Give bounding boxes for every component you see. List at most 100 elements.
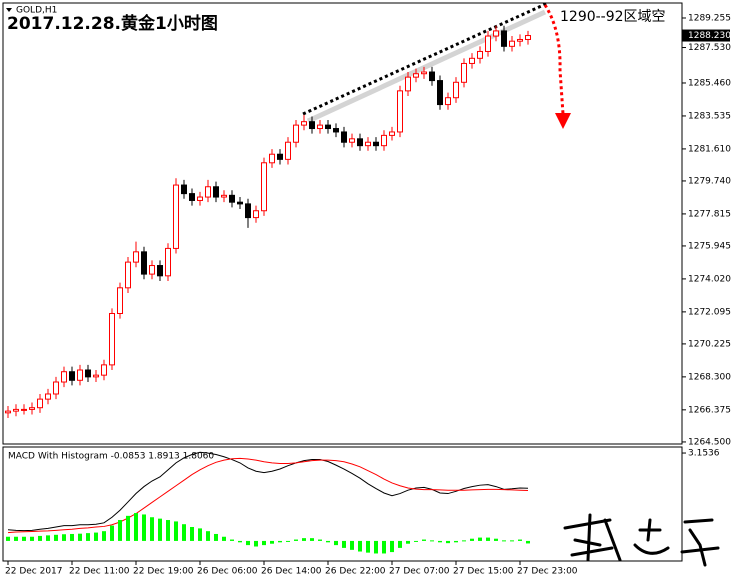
histogram-bar [94,532,98,541]
x-tick-label: 27 Dec 07:00 [389,567,450,577]
symbol-menu-arrow[interactable] [6,8,12,12]
macd-line [7,451,529,532]
y-tick-label: 1268.300 [688,372,731,382]
histogram-bar [38,535,42,541]
histogram-bar [374,540,378,554]
candle-body [141,251,147,275]
x-tick-label: 22 Dec 2017 [5,567,63,577]
candle-body [317,124,323,130]
candle-body [261,162,267,212]
y-tick-label: 1274.020 [688,274,731,284]
candle-body [373,141,379,147]
y-tick-label: 1289.255 [688,13,731,23]
histogram-bar [6,536,10,541]
histogram-bar [254,540,258,547]
macd-line [7,457,529,534]
candle-body [157,265,163,277]
histogram-bar [230,539,234,541]
candle-body [397,90,403,133]
histogram-bar [174,521,178,541]
candle-body [485,35,491,52]
candle-body [389,131,395,136]
y-tick-label: 1275.945 [688,241,731,251]
histogram-bar [302,538,306,541]
candle-body [325,124,331,130]
histogram-bar [62,534,66,541]
candle-body [229,194,235,203]
histogram-bar [454,540,458,543]
histogram-bar [342,540,346,548]
candle-body [13,408,19,412]
candle-body [101,364,107,376]
histogram-bar [390,540,394,553]
x-tick-label: 22 Dec 19:00 [133,567,194,577]
x-tick-label: 27 Dec 23:00 [517,567,578,577]
histogram-bar [54,534,58,541]
candle-body [53,381,59,395]
histogram-bar [470,538,474,541]
histogram-bar [70,533,74,541]
y-tick-label: 1264.500 [688,437,731,447]
candle-body [197,196,203,201]
candle-body [477,50,483,59]
histogram-bar [286,540,290,542]
histogram-bar [278,540,282,543]
histogram-bar [86,533,90,541]
histogram-bar [246,540,250,546]
histogram-bar [326,540,330,543]
x-tick-label: 26 Dec 22:00 [325,567,386,577]
histogram-bar [166,520,170,541]
histogram-bar [310,538,314,541]
histogram-bar [510,540,514,542]
candle-body [381,134,387,147]
candle-body [61,371,67,383]
histogram-bar [430,540,434,542]
candle-body [493,30,499,37]
trendline-shadow [306,9,547,124]
candle-body [293,124,299,143]
candle-body [461,62,467,83]
histogram-bar [486,537,490,541]
y-tick-label: 1272.095 [688,307,731,317]
histogram-bar [30,536,34,541]
candle-body [125,261,131,289]
histogram-bar [422,539,426,541]
candle-body [285,141,291,160]
histogram-bar [270,540,274,544]
candle-body [69,371,75,381]
candle-body [501,30,507,47]
histogram-bar [526,540,530,544]
candle-body [213,186,219,198]
candle-body [253,210,259,219]
candle-body [237,201,243,205]
symbol-label: GOLD,H1 [16,6,57,16]
arrow-head [555,113,571,129]
histogram-bar [438,540,442,543]
histogram-bar [182,524,186,541]
candle-body [149,265,155,275]
trendline [302,1,549,116]
histogram-bar [102,531,106,541]
histogram-bar [22,536,26,541]
candle-body [517,38,523,42]
histogram-bar [78,533,82,541]
y-tick-label: 1281.610 [688,144,731,154]
histogram-bar [238,540,242,543]
histogram-bar [222,536,226,541]
y-tick-label: 1270.225 [688,339,731,349]
candle-body [221,194,227,198]
histogram-bar [110,525,114,541]
histogram-bar [446,540,450,544]
candle-body [93,374,99,378]
candle-body [309,121,315,130]
histogram-bar [502,540,506,542]
candle-body [445,97,451,106]
candle-body [189,193,195,201]
histogram-bar [14,536,18,541]
histogram-bar [190,526,194,541]
y-tick-label: 1266.375 [688,405,731,415]
x-tick-label: 26 Dec 14:00 [261,567,322,577]
chart-title: 2017.12.28.黄金1小时图 [7,13,218,34]
histogram-bar [118,520,122,541]
candle-body [509,40,515,47]
